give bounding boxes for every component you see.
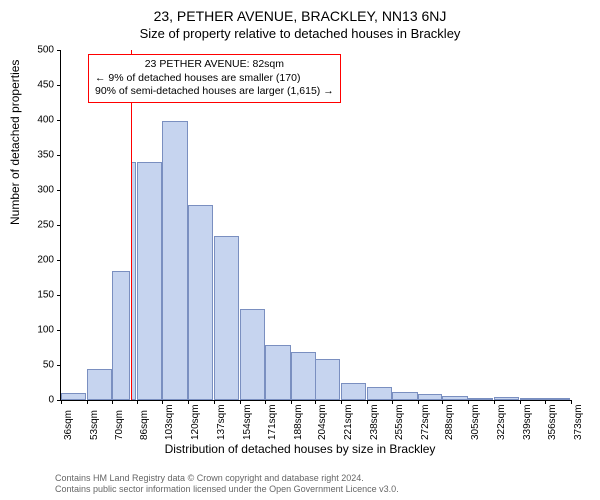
chart-area: 23 PETHER AVENUE: 82sqm ← 9% of detached… [60, 50, 570, 400]
histogram-bar [214, 236, 239, 401]
x-tick-mark [392, 400, 393, 404]
y-tick-label: 300 [24, 185, 54, 196]
x-tick-label: 188sqm [293, 404, 304, 440]
y-tick-mark [57, 85, 61, 86]
x-tick-mark [315, 400, 316, 404]
histogram-bar [315, 359, 340, 400]
x-tick-mark [112, 400, 113, 404]
histogram-bar [392, 392, 417, 400]
x-tick-label: 305sqm [470, 404, 481, 440]
x-tick-mark [137, 400, 138, 404]
y-tick-label: 450 [24, 80, 54, 91]
y-tick-label: 350 [24, 150, 54, 161]
x-tick-mark [468, 400, 469, 404]
y-tick-label: 400 [24, 115, 54, 126]
x-tick-mark [545, 400, 546, 404]
annotation-line: 23 PETHER AVENUE: 82sqm [95, 58, 334, 72]
y-tick-mark [57, 190, 61, 191]
footer: Contains HM Land Registry data © Crown c… [55, 473, 399, 496]
histogram-bar [112, 271, 130, 401]
x-tick-mark [265, 400, 266, 404]
histogram-bar [240, 309, 265, 400]
histogram-bar [468, 398, 493, 400]
x-tick-label: 272sqm [420, 404, 431, 440]
x-tick-mark [240, 400, 241, 404]
x-tick-label: 322sqm [496, 404, 507, 440]
chart-container: 23, PETHER AVENUE, BRACKLEY, NN13 6NJ Si… [0, 0, 600, 500]
x-tick-mark [520, 400, 521, 404]
y-tick-mark [57, 330, 61, 331]
histogram-bar [265, 345, 290, 400]
y-tick-mark [57, 225, 61, 226]
x-tick-mark [291, 400, 292, 404]
histogram-bar [494, 397, 519, 400]
histogram-bar [367, 387, 392, 400]
x-tick-mark [341, 400, 342, 404]
y-axis-label: Number of detached properties [8, 60, 22, 225]
y-tick-mark [57, 260, 61, 261]
x-tick-label: 137sqm [216, 404, 227, 440]
x-tick-mark [367, 400, 368, 404]
annotation-line: 90% of semi-detached houses are larger (… [95, 85, 334, 99]
x-tick-mark [494, 400, 495, 404]
x-tick-mark [188, 400, 189, 404]
x-tick-label: 154sqm [242, 404, 253, 440]
y-tick-label: 200 [24, 255, 54, 266]
y-tick-mark [57, 365, 61, 366]
x-tick-label: 255sqm [394, 404, 405, 440]
y-tick-mark [57, 155, 61, 156]
y-tick-label: 50 [24, 360, 54, 371]
histogram-bar [162, 121, 187, 400]
annotation-box: 23 PETHER AVENUE: 82sqm ← 9% of detached… [88, 54, 341, 103]
histogram-bar [520, 398, 545, 400]
x-axis-label: Distribution of detached houses by size … [0, 442, 600, 456]
histogram-bar [442, 396, 467, 400]
footer-line: Contains public sector information licen… [55, 484, 399, 496]
x-tick-label: 70sqm [114, 410, 125, 440]
annotation-line: ← 9% of detached houses are smaller (170… [95, 72, 334, 86]
y-tick-label: 500 [24, 45, 54, 56]
x-tick-label: 356sqm [547, 404, 558, 440]
y-tick-label: 100 [24, 325, 54, 336]
histogram-bar [137, 162, 162, 400]
y-tick-label: 0 [24, 395, 54, 406]
histogram-bar [188, 205, 213, 400]
x-tick-mark [87, 400, 88, 404]
x-tick-label: 103sqm [164, 404, 175, 440]
x-tick-label: 204sqm [317, 404, 328, 440]
x-tick-mark [61, 400, 62, 404]
x-tick-label: 221sqm [343, 404, 354, 440]
x-tick-label: 120sqm [190, 404, 201, 440]
chart-title-main: 23, PETHER AVENUE, BRACKLEY, NN13 6NJ [0, 0, 600, 24]
histogram-bar [545, 398, 570, 400]
footer-line: Contains HM Land Registry data © Crown c… [55, 473, 399, 485]
histogram-bar [418, 394, 442, 400]
x-tick-label: 36sqm [63, 410, 74, 440]
x-tick-label: 238sqm [369, 404, 380, 440]
x-tick-label: 171sqm [267, 404, 278, 440]
x-tick-mark [571, 400, 572, 404]
x-tick-mark [418, 400, 419, 404]
x-tick-label: 339sqm [522, 404, 533, 440]
y-tick-mark [57, 50, 61, 51]
histogram-bar [87, 369, 112, 401]
x-tick-label: 373sqm [573, 404, 584, 440]
chart-title-sub: Size of property relative to detached ho… [0, 24, 600, 41]
y-tick-label: 150 [24, 290, 54, 301]
histogram-bar [291, 352, 316, 400]
y-tick-label: 250 [24, 220, 54, 231]
y-tick-mark [57, 295, 61, 296]
x-tick-label: 53sqm [89, 410, 100, 440]
y-tick-mark [57, 120, 61, 121]
x-tick-label: 288sqm [444, 404, 455, 440]
histogram-bar [341, 383, 366, 401]
x-tick-mark [162, 400, 163, 404]
x-tick-label: 86sqm [139, 410, 150, 440]
x-tick-mark [442, 400, 443, 404]
x-tick-mark [214, 400, 215, 404]
histogram-bar [61, 393, 86, 400]
